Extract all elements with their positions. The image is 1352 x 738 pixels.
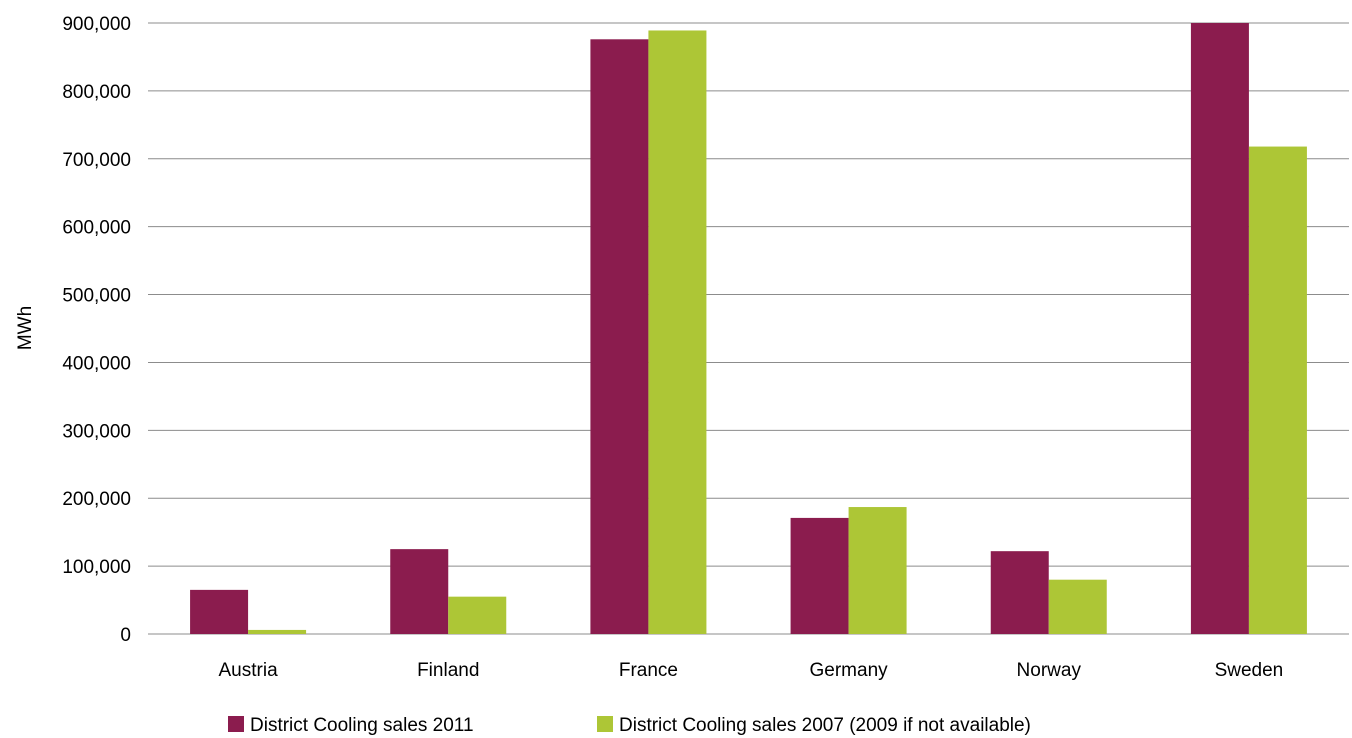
legend-item-1: District Cooling sales 2011: [228, 715, 474, 736]
y-tick-label: 300,000: [62, 421, 131, 442]
bar-france-series-1: [590, 39, 649, 634]
bar-germany-series-2: [848, 507, 907, 634]
x-tick-label: Finland: [417, 660, 479, 681]
x-tick-label: Austria: [219, 660, 279, 681]
bar-france-series-2: [648, 30, 707, 635]
y-tick-label: 500,000: [62, 286, 131, 307]
bar-germany-series-1: [790, 517, 849, 634]
bar-norway-series-1: [990, 551, 1049, 634]
legend-label: District Cooling sales 2007 (2009 if not…: [619, 715, 1031, 736]
y-axis-title: MWh: [15, 306, 36, 350]
y-tick-labels: 0 100,000 200,000 300,000 400,000 500,000 600,…: [62, 14, 131, 646]
legend-item-2: District Cooling sales 2007 (2009 if not…: [597, 715, 1031, 736]
bar-finland-series-1: [390, 549, 449, 634]
legend-swatch: [228, 716, 244, 732]
y-tick-label: 400,000: [62, 353, 131, 374]
legend-label: District Cooling sales 2011: [250, 715, 474, 736]
gridlines: [148, 22, 1349, 567]
y-tick-label: 800,000: [62, 82, 131, 103]
x-tick-label: France: [619, 660, 678, 681]
legend-swatch: [597, 716, 613, 732]
bar-sweden-series-2: [1248, 146, 1307, 634]
bar-sweden-series-1: [1190, 23, 1249, 634]
x-tick-label: Norway: [1017, 660, 1082, 681]
bar-norway-series-2: [1048, 579, 1107, 634]
bar-austria-series-2: [248, 629, 307, 634]
bar-finland-series-2: [448, 596, 507, 634]
y-tick-label: 100,000: [62, 557, 131, 578]
x-tick-label: Germany: [810, 660, 889, 681]
y-tick-label: 200,000: [62, 489, 131, 510]
y-tick-label: 900,000: [62, 14, 131, 35]
y-tick-label: 700,000: [62, 150, 131, 171]
y-tick-label: 0: [120, 625, 131, 646]
x-tick-labels: Austria Finland France Germany Norway Sweden: [219, 660, 1284, 681]
x-tick-label: Sweden: [1215, 660, 1284, 681]
legend: District Cooling sales 2011 District Cool…: [228, 715, 1031, 736]
y-tick-label: 600,000: [62, 218, 131, 239]
bars: [190, 23, 1307, 635]
bar-austria-series-1: [190, 589, 249, 634]
